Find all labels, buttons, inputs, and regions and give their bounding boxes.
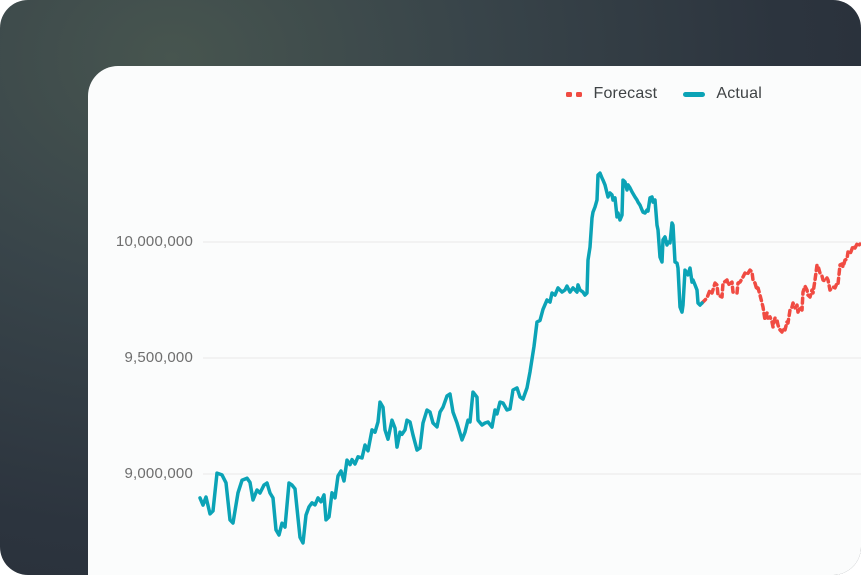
forecast-dashed-line-marker [566, 91, 583, 97]
chart-plot-area[interactable] [88, 66, 861, 575]
actual-solid-line-marker [683, 91, 706, 97]
chart-card: 10,000,000 9,500,000 9,000,000 Forecast Ac… [88, 66, 861, 575]
legend-label-actual: Actual [716, 85, 762, 102]
legend-item-forecast[interactable]: Forecast [566, 85, 657, 103]
forecast-series-line [700, 242, 861, 334]
y-axis-tick-label: 9,000,000 [124, 465, 193, 482]
actual-series-line [198, 171, 704, 545]
legend-label-forecast: Forecast [593, 85, 658, 102]
chart-legend: Forecast Actual [566, 85, 762, 103]
dash-segment [576, 91, 583, 97]
y-axis-tick-label: 9,500,000 [124, 349, 193, 366]
dash-segment [566, 91, 573, 97]
y-axis: 10,000,000 9,500,000 9,000,000 [88, 66, 193, 575]
legend-item-actual[interactable]: Actual [683, 85, 762, 103]
y-axis-tick-label: 10,000,000 [115, 233, 193, 250]
